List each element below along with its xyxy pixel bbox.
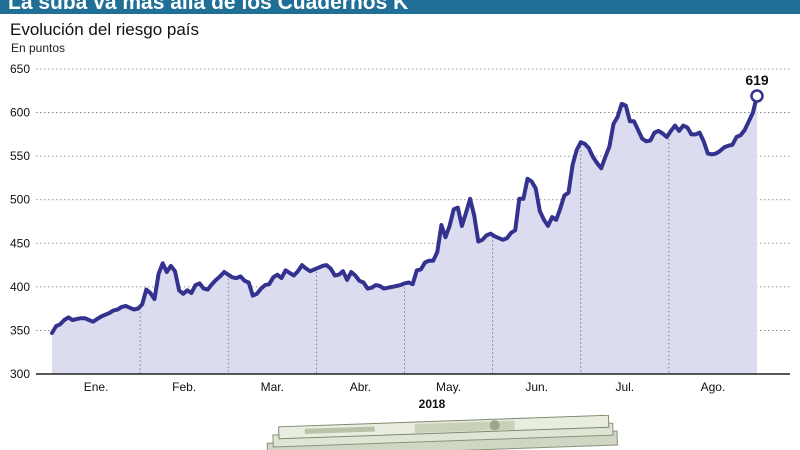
month-separators [139, 130, 670, 374]
y-tick-label: 300 [10, 367, 30, 381]
y-tick-label: 650 [10, 62, 30, 76]
last-value-marker [750, 89, 764, 103]
last-value-label: 619 [745, 72, 769, 88]
x-tick-label: Jun. [525, 380, 548, 394]
y-tick-label: 350 [10, 323, 30, 337]
series-line [50, 94, 759, 335]
x-tick-label: Jul. [615, 380, 634, 394]
y-tick-label: 450 [10, 236, 30, 250]
y-tick-label: 400 [10, 280, 30, 294]
x-tick-label: Abr. [350, 380, 371, 394]
x-axis-year-label: 2018 [419, 397, 446, 411]
x-tick-labels: Ene. Feb. Mar. Abr. May. Jun. Jul. Ago. [84, 380, 726, 394]
x-tick-label: Ene. [84, 380, 109, 394]
x-tick-label: Ago. [701, 380, 726, 394]
x-tick-label: May. [436, 380, 461, 394]
y-axis-unit-label: En puntos [11, 41, 66, 55]
y-tick-label: 500 [10, 193, 30, 207]
y-tick-label: 600 [10, 106, 30, 120]
y-tick-label: 550 [10, 149, 30, 163]
page-title: La suba va más allá de los Cuadernos K [8, 0, 409, 14]
x-tick-label: Feb. [172, 380, 196, 394]
chart-subtitle: Evolución del riesgo país [10, 20, 200, 39]
dollar-bills-illustration [266, 415, 618, 450]
x-tick-label: Mar. [261, 380, 284, 394]
y-ticks: 300 350 400 450 500 550 600 650 [10, 62, 30, 381]
series-area [52, 96, 757, 374]
title-bar: La suba va más allá de los Cuadernos K [0, 0, 800, 14]
